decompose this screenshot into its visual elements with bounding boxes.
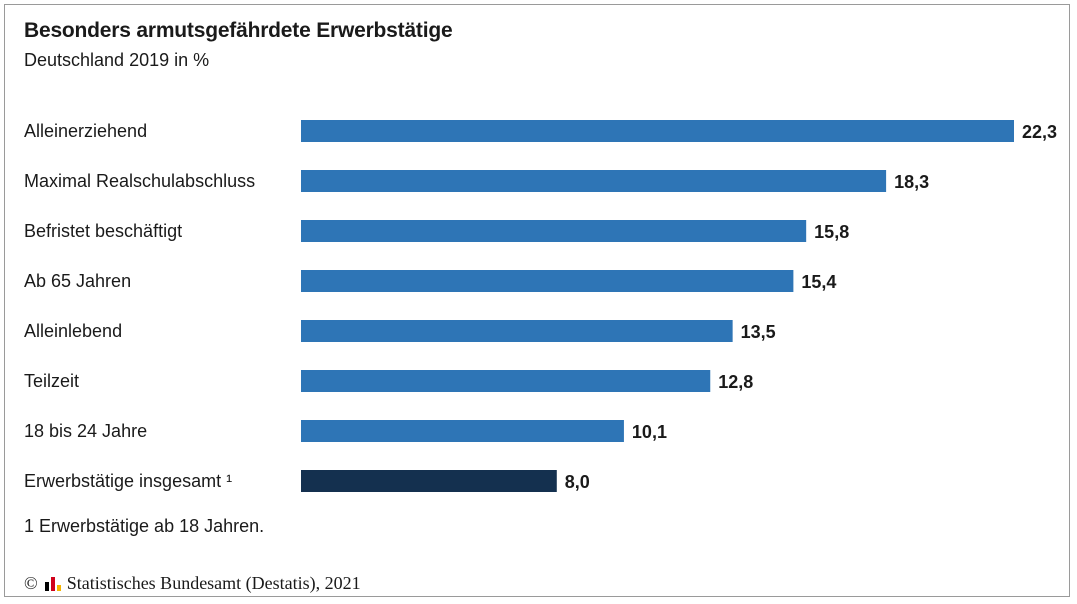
bar [301, 320, 733, 342]
logo-bar-gold [56, 584, 61, 591]
value-label: 8,0 [565, 472, 590, 492]
bar [301, 420, 624, 442]
bar [301, 470, 557, 492]
copyright-symbol: © [24, 573, 38, 593]
source-text: Statistisches Bundesamt (Destatis), 2021 [66, 573, 361, 593]
source-line: © Statistisches Bundesamt (Destatis), 20… [24, 573, 361, 594]
category-label: Erwerbstätige insgesamt ¹ [24, 471, 232, 491]
category-label: Ab 65 Jahren [24, 271, 131, 291]
category-label: Maximal Realschulabschluss [24, 171, 255, 191]
bar [301, 370, 711, 392]
value-label: 18,3 [894, 172, 929, 192]
footnote: 1 Erwerbstätige ab 18 Jahren. [24, 516, 265, 536]
value-label: 15,8 [814, 222, 849, 242]
destatis-logo-icon [44, 576, 61, 591]
value-label: 12,8 [718, 372, 753, 392]
value-label: 13,5 [741, 322, 776, 342]
logo-bar-red [50, 576, 55, 591]
bar [301, 270, 794, 292]
category-label: Befristet beschäftigt [24, 221, 182, 241]
chart-title: Besonders armutsgefährdete Erwerbstätige [24, 19, 453, 42]
value-label: 10,1 [632, 422, 667, 442]
value-label: 15,4 [801, 272, 836, 292]
category-label: Teilzeit [24, 371, 79, 391]
bar [301, 170, 887, 192]
category-label: Alleinlebend [24, 321, 122, 341]
logo-bar-black [44, 581, 49, 591]
value-label: 22,3 [1022, 122, 1057, 142]
chart-subtitle: Deutschland 2019 in % [24, 50, 210, 70]
category-label: 18 bis 24 Jahre [24, 421, 147, 441]
category-label: Alleinerziehend [24, 121, 147, 141]
bar [301, 120, 1014, 142]
chart-frame [4, 4, 1070, 597]
bar [301, 220, 807, 242]
